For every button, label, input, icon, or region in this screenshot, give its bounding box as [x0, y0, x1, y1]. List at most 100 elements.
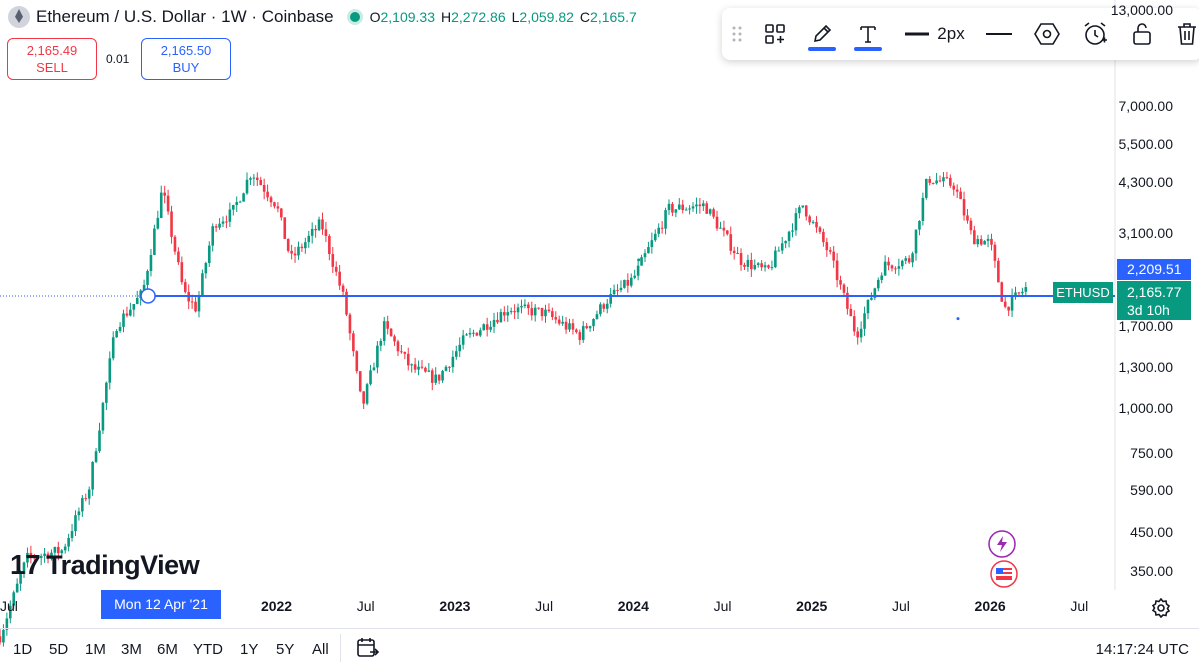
line-width-button[interactable]: 2px	[902, 8, 968, 60]
lock-icon[interactable]	[1127, 8, 1157, 60]
candle-body	[516, 307, 520, 313]
range-ytd[interactable]: YTD	[193, 641, 223, 658]
range-all[interactable]: All	[312, 641, 329, 658]
buy-price: 2,165.50	[160, 43, 212, 58]
market-status-icon[interactable]	[349, 12, 360, 22]
candle-body	[846, 292, 849, 309]
candle-body	[774, 250, 777, 268]
candle-body	[396, 341, 400, 352]
candle-body	[475, 332, 479, 336]
candle-body	[482, 324, 486, 331]
candle-body	[931, 182, 935, 184]
candle-body	[334, 266, 338, 272]
candle-body	[156, 217, 160, 229]
candle-body	[125, 313, 129, 316]
candle-body	[609, 294, 612, 304]
calendar-goto-icon[interactable]	[356, 636, 380, 665]
candle-body	[973, 230, 976, 245]
candle-body	[485, 324, 489, 330]
price-tick-label: 1,000.00	[1118, 400, 1174, 417]
ray-anchor-handle[interactable]	[140, 288, 156, 304]
low-label: L	[511, 9, 520, 25]
candle-body	[300, 246, 304, 249]
candle-body	[839, 280, 842, 285]
trash-icon[interactable]	[1172, 8, 1199, 60]
candle-body	[945, 177, 949, 179]
high-label: H	[441, 9, 452, 25]
line-width-label: 2px	[937, 24, 965, 43]
line-style-icon[interactable]	[984, 8, 1014, 60]
candle-body	[2, 629, 5, 643]
candle-body	[952, 185, 956, 190]
lightning-icon[interactable]	[988, 530, 1016, 558]
candle-body	[430, 370, 434, 383]
candle-body	[269, 197, 273, 203]
candle-body	[118, 326, 122, 332]
hexagon-settings-icon[interactable]	[1032, 8, 1062, 60]
clock-time[interactable]: 14:17:24 UTC	[1095, 641, 1189, 658]
symbol-header[interactable]: Ethereum / U.S. Dollar · 1W · Coinbase O…	[8, 6, 637, 28]
buy-button[interactable]: 2,165.50 BUY	[141, 38, 231, 80]
tradingview-logo-icon: 17	[10, 549, 41, 580]
candle-body	[1003, 301, 1007, 307]
candle-body	[166, 195, 170, 212]
candle-body	[616, 289, 619, 291]
candle-body	[437, 374, 441, 381]
candle-body	[979, 239, 983, 245]
candle-body	[681, 204, 685, 211]
candle-body	[36, 557, 40, 559]
range-1m[interactable]: 1M	[85, 641, 106, 658]
range-5d[interactable]: 5D	[49, 641, 69, 658]
candle-body	[551, 311, 554, 318]
sell-button[interactable]: 2,165.49 SELL	[7, 38, 97, 80]
layout-icon[interactable]	[760, 8, 790, 60]
range-5y[interactable]: 5Y	[276, 641, 295, 658]
range-3m[interactable]: 3M	[121, 641, 142, 658]
time-tick-label: Jul	[0, 598, 18, 614]
candle-body	[643, 253, 647, 258]
candle-body	[468, 332, 472, 335]
time-tick-label: Jul	[1070, 598, 1089, 614]
candle-body	[77, 511, 81, 516]
candle-body	[283, 217, 287, 239]
candle-body	[400, 351, 403, 353]
candle-body	[842, 284, 846, 293]
last-price: 2,165.77	[1127, 284, 1182, 300]
candle-body	[938, 180, 942, 182]
text-tool-icon[interactable]	[852, 8, 884, 60]
candle-body	[197, 295, 201, 312]
candle-body	[142, 284, 146, 291]
candle-body	[870, 297, 873, 300]
candle-body	[976, 239, 980, 245]
drag-handle-icon[interactable]	[728, 8, 746, 60]
us-flag-icon[interactable]	[990, 560, 1018, 588]
range-1y[interactable]: 1Y	[240, 641, 259, 658]
price-marker	[956, 317, 960, 321]
candle-body	[461, 335, 465, 345]
time-tick-label: 2022	[260, 598, 293, 614]
candle-body	[595, 314, 599, 319]
candle-body	[750, 259, 753, 270]
candle-body	[256, 177, 259, 181]
symbol-title[interactable]: Ethereum / U.S. Dollar · 1W · Coinbase	[36, 7, 334, 26]
candle-body	[183, 282, 187, 293]
candle-body	[695, 204, 698, 207]
candle-body	[907, 258, 911, 263]
candle-body	[626, 279, 630, 286]
open-value: 2,109.33	[380, 9, 436, 25]
price-tick-label: 7,000.00	[1118, 98, 1174, 115]
range-6m[interactable]: 6M	[157, 641, 178, 658]
candle-body	[523, 304, 527, 307]
candle-body	[732, 250, 736, 254]
alert-clock-icon[interactable]	[1080, 8, 1110, 60]
candle-body	[1024, 287, 1028, 292]
sell-label: SELL	[36, 60, 68, 75]
candle-body	[698, 204, 702, 207]
candle-body	[578, 332, 582, 340]
range-1d[interactable]: 1D	[13, 641, 33, 658]
crosshair-date-label: Mon 12 Apr '21	[101, 590, 221, 619]
pencil-icon[interactable]	[806, 8, 838, 60]
price-tick-label: 350.00	[1130, 563, 1173, 580]
settings-gear-icon[interactable]	[1151, 597, 1171, 623]
